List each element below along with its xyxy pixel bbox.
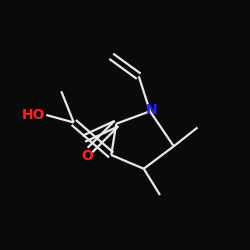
- Text: N: N: [146, 103, 158, 117]
- Text: HO: HO: [22, 108, 45, 122]
- Text: O: O: [82, 149, 94, 163]
